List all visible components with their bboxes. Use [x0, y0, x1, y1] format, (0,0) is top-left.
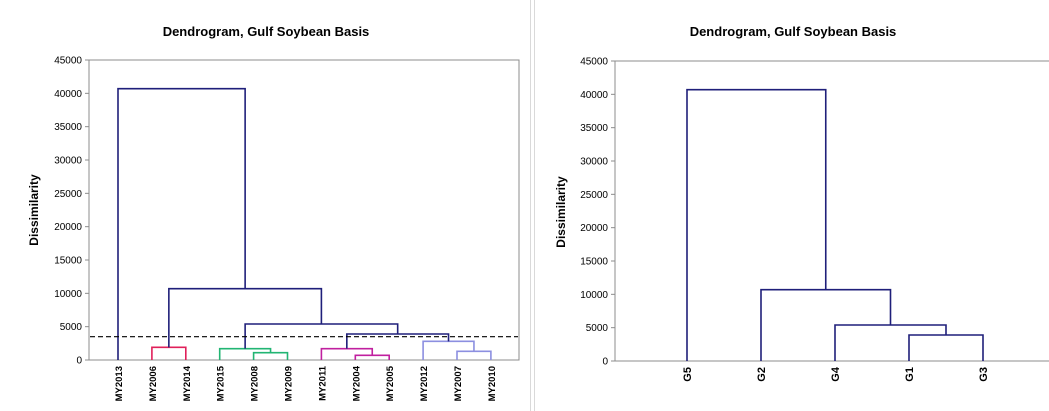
- leaf-label: MY2004: [351, 365, 362, 401]
- dendrogram-link: [834, 324, 947, 361]
- y-tick-label: 5000: [60, 322, 83, 333]
- dendrogram-chart-right: Dendrogram, Gulf Soybean Basis Dissimila…: [554, 24, 1049, 382]
- leaf-label: G3: [978, 367, 990, 382]
- y-tick-label: 45000: [54, 56, 82, 67]
- leaf-label: G1: [904, 367, 916, 382]
- y-tick-label: 0: [76, 356, 82, 367]
- leaf-label: G4: [830, 366, 842, 382]
- leaf-label: MY2008: [250, 366, 261, 401]
- y-axis-label: Dissimilarity: [27, 174, 41, 246]
- dendrogram-link: [252, 351, 289, 360]
- dendrogram-panel-left: Dendrogram, Gulf Soybean Basis Dissimila…: [27, 0, 531, 411]
- dendrogram-link: [456, 350, 492, 360]
- y-tick-label: 35000: [580, 123, 608, 134]
- y-tick-label: 15000: [580, 257, 608, 268]
- chart-title: Dendrogram, Gulf Soybean Basis: [690, 24, 897, 39]
- leaf-label: MY2006: [148, 366, 159, 401]
- leaf-label: MY2005: [385, 365, 396, 401]
- leaf-label: MY2011: [317, 365, 328, 401]
- y-tick-label: 40000: [54, 89, 82, 100]
- dendrogram-link: [320, 347, 374, 360]
- dendrogram-panel-right: Dendrogram, Gulf Soybean Basis Dissimila…: [534, 0, 1049, 411]
- plot-frame: [614, 60, 1049, 362]
- leaf-label: MY2014: [182, 365, 193, 401]
- y-tick-label: 25000: [54, 189, 82, 200]
- leaf-label: MY2015: [216, 365, 227, 401]
- leaf-label: MY2012: [419, 366, 430, 401]
- y-tick-label: 15000: [54, 256, 82, 267]
- dendrogram-link: [151, 346, 187, 360]
- y-tick-label: 35000: [54, 122, 82, 133]
- leaf-label: G2: [756, 367, 768, 382]
- leaf-label: MY2010: [487, 366, 498, 401]
- y-axis-label: Dissimilarity: [554, 176, 568, 248]
- dendrogram-link: [218, 347, 272, 360]
- dendrogram-link: [686, 88, 827, 361]
- y-tick-label: 0: [602, 357, 608, 368]
- y-tick-label: 40000: [580, 90, 608, 101]
- dendrogram-link: [117, 87, 246, 360]
- plot-frame: [88, 59, 520, 361]
- leaf-label: MY2013: [114, 366, 125, 401]
- chart-title: Dendrogram, Gulf Soybean Basis: [163, 24, 370, 39]
- y-tick-label: 20000: [580, 223, 608, 234]
- leaf-label: G5: [682, 367, 694, 382]
- dendrogram-chart-left: Dendrogram, Gulf Soybean Basis Dissimila…: [27, 24, 520, 401]
- leaf-label: MY2009: [284, 366, 295, 401]
- leaf-label: MY2007: [453, 366, 464, 401]
- y-tick-label: 10000: [54, 289, 82, 300]
- y-tick-label: 20000: [54, 222, 82, 233]
- y-tick-label: 10000: [580, 290, 608, 301]
- dendrogram-link: [354, 354, 391, 360]
- y-tick-label: 30000: [54, 156, 82, 167]
- dendrogram-link: [908, 334, 984, 361]
- y-tick-label: 45000: [580, 57, 608, 68]
- y-tick-label: 25000: [580, 190, 608, 201]
- y-tick-label: 30000: [580, 157, 608, 168]
- y-tick-label: 5000: [586, 323, 609, 334]
